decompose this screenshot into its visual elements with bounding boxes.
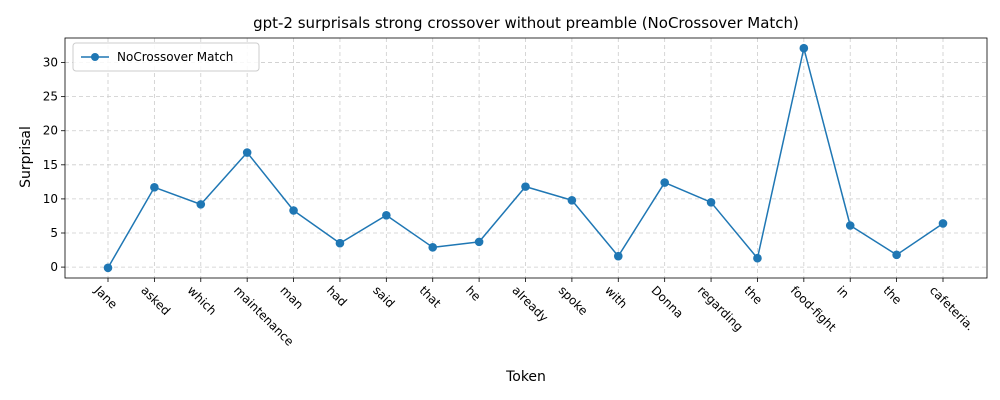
y-ticks: 0 5 10 15 20 25 30 [43,56,65,274]
y-tick-label: 20 [43,124,58,138]
x-tick-label: the [880,283,904,307]
x-tick-label: Jane [91,283,120,312]
data-point [428,243,438,252]
x-tick-label: already [509,283,551,325]
data-point [567,195,577,205]
x-tick-label: man [277,283,306,312]
y-tick-label: 10 [43,192,58,206]
data-point [196,200,206,209]
data-point [474,237,484,247]
x-axis-label: Token [505,369,546,385]
data-point [706,198,716,207]
x-tick-label: he [463,283,484,304]
x-tick-label: asked [138,283,173,318]
data-point [892,250,901,260]
data-point [753,253,762,263]
data-point [613,251,623,261]
data-point [103,263,113,273]
x-tick-label: food-fight [788,283,839,334]
x-tick-label: cafeteria. [927,283,977,333]
series-layer [103,43,948,273]
data-point [150,183,159,192]
data-point [289,206,298,215]
x-tick-label: Donna [649,283,687,321]
grid [65,38,987,278]
x-tick-label: that [417,283,444,310]
data-point [660,178,669,187]
x-tick-label: which [185,283,220,318]
y-tick-label: 30 [43,56,58,70]
y-tick-label: 0 [50,260,58,274]
y-tick-label: 25 [43,90,58,104]
legend: NoCrossover Match [72,42,260,72]
x-tick-label: regarding [695,283,746,334]
x-tick-label: said [370,283,397,310]
y-tick-label: 5 [50,226,58,240]
x-tick-label: the [741,283,765,307]
chart-title: gpt-2 surprisals strong crossover withou… [253,14,799,32]
data-point [382,210,391,220]
data-point [799,43,809,53]
x-tick-label: in [834,283,852,301]
data-point [335,238,345,248]
data-point [242,148,252,157]
data-point [845,221,855,230]
legend-box [72,42,260,72]
x-tick-label: with [602,283,630,311]
legend-marker [91,53,99,61]
data-point [521,182,530,191]
axes [64,37,988,279]
legend-entry: NoCrossover Match [117,50,233,64]
x-tick-label: spoke [556,283,591,318]
data-point [938,219,948,228]
x-tick-label: had [324,283,350,309]
y-tick-label: 15 [43,158,58,172]
y-axis-label: Surprisal [18,126,34,188]
plot-frame [64,37,988,279]
